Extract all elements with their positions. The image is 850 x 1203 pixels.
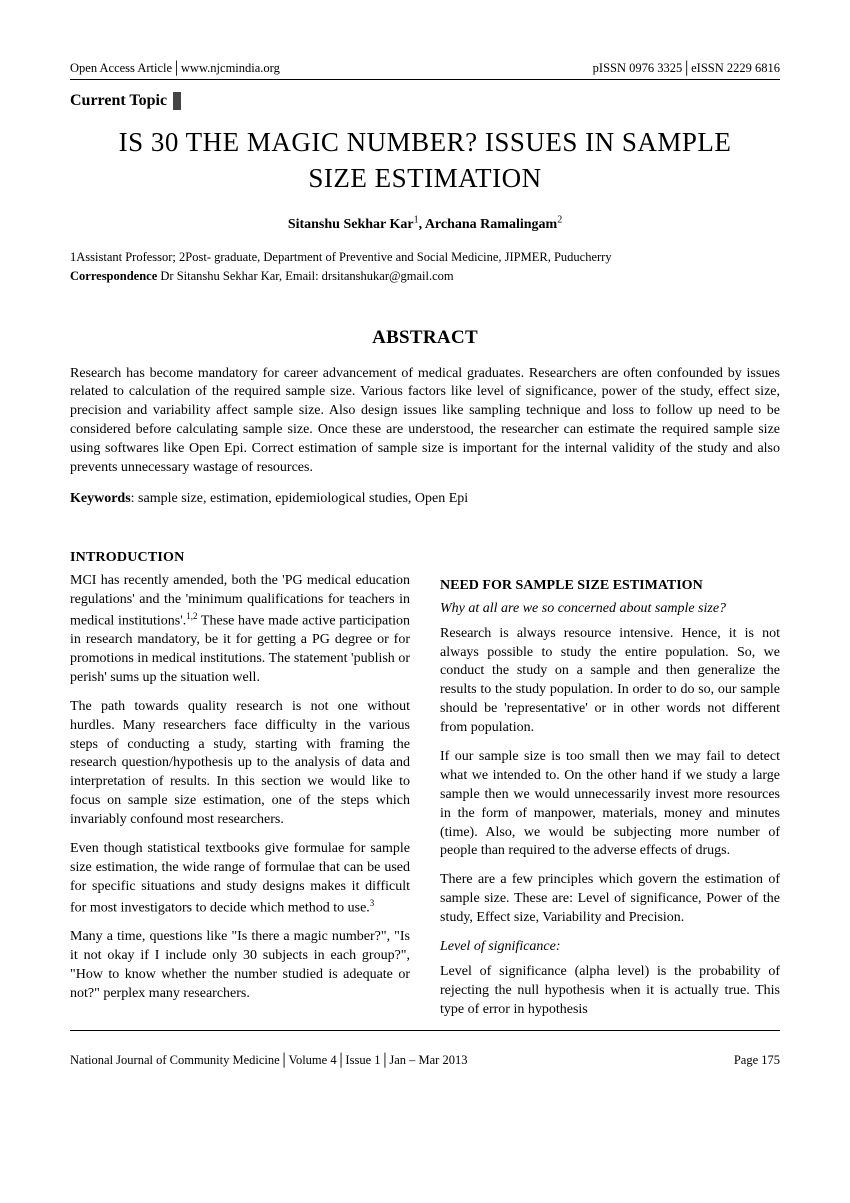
heading-introduction: INTRODUCTION [70,549,410,568]
need-p2: If our sample size is too small then we … [440,748,780,861]
footer-rule [70,1030,780,1031]
intro-p1: MCI has recently amended, both the 'PG m… [70,572,410,688]
header-left: Open Access Article│www.njcmindia.org [70,60,280,77]
authors-text: Sitanshu Sekhar Kar1, Archana Ramalingam… [288,217,562,232]
article-title: IS 30 THE MAGIC NUMBER? ISSUES IN SAMPLE… [100,125,750,195]
header-rule [70,79,780,80]
page-header: Open Access Article│www.njcmindia.org pI… [70,60,780,79]
section-label: Current Topic [70,90,780,112]
keywords: Keywords: sample size, estimation, epide… [70,490,780,509]
heading-need: NEED FOR SAMPLE SIZE ESTIMATION [440,577,780,596]
header-right: pISSN 0976 3325│eISSN 2229 6816 [593,60,780,77]
subhead-why: Why at all are we so concerned about sam… [440,600,780,619]
section-bar-icon [173,92,181,110]
correspondence-label: Correspondence [70,269,157,283]
intro-p3: Even though statistical textbooks give f… [70,840,410,918]
ref-1-2: 1,2 [186,611,197,621]
intro-p4: Many a time, questions like "Is there a … [70,928,410,1004]
keywords-label: Keywords [70,491,131,506]
abstract-text: Research has become mandatory for career… [70,365,780,478]
column-left: INTRODUCTION MCI has recently amended, b… [70,549,410,1030]
need-p3: There are a few principles which govern … [440,871,780,928]
intro-p2: The path towards quality research is not… [70,698,410,830]
ref-3: 3 [370,898,375,908]
affiliation: 1Assistant Professor; 2Post- graduate, D… [70,249,780,266]
footer-right: Page 175 [734,1052,780,1069]
subhead-level-of-significance: Level of significance: [440,938,780,957]
los-p1: Level of significance (alpha level) is t… [440,963,780,1020]
footer-left: National Journal of Community Medicine│V… [70,1052,467,1069]
need-p1: Research is always resource intensive. H… [440,625,780,738]
page-footer: National Journal of Community Medicine│V… [70,1049,780,1069]
column-right: NEED FOR SAMPLE SIZE ESTIMATION Why at a… [440,549,780,1030]
correspondence-text: Dr Sitanshu Sekhar Kar, Email: drsitansh… [157,269,453,283]
body-columns: INTRODUCTION MCI has recently amended, b… [70,549,780,1030]
abstract-heading: ABSTRACT [70,325,780,351]
keywords-text: : sample size, estimation, epidemiologic… [131,491,468,506]
section-label-text: Current Topic [70,90,167,112]
correspondence: Correspondence Dr Sitanshu Sekhar Kar, E… [70,268,780,285]
authors: Sitanshu Sekhar Kar1, Archana Ramalingam… [70,214,780,236]
